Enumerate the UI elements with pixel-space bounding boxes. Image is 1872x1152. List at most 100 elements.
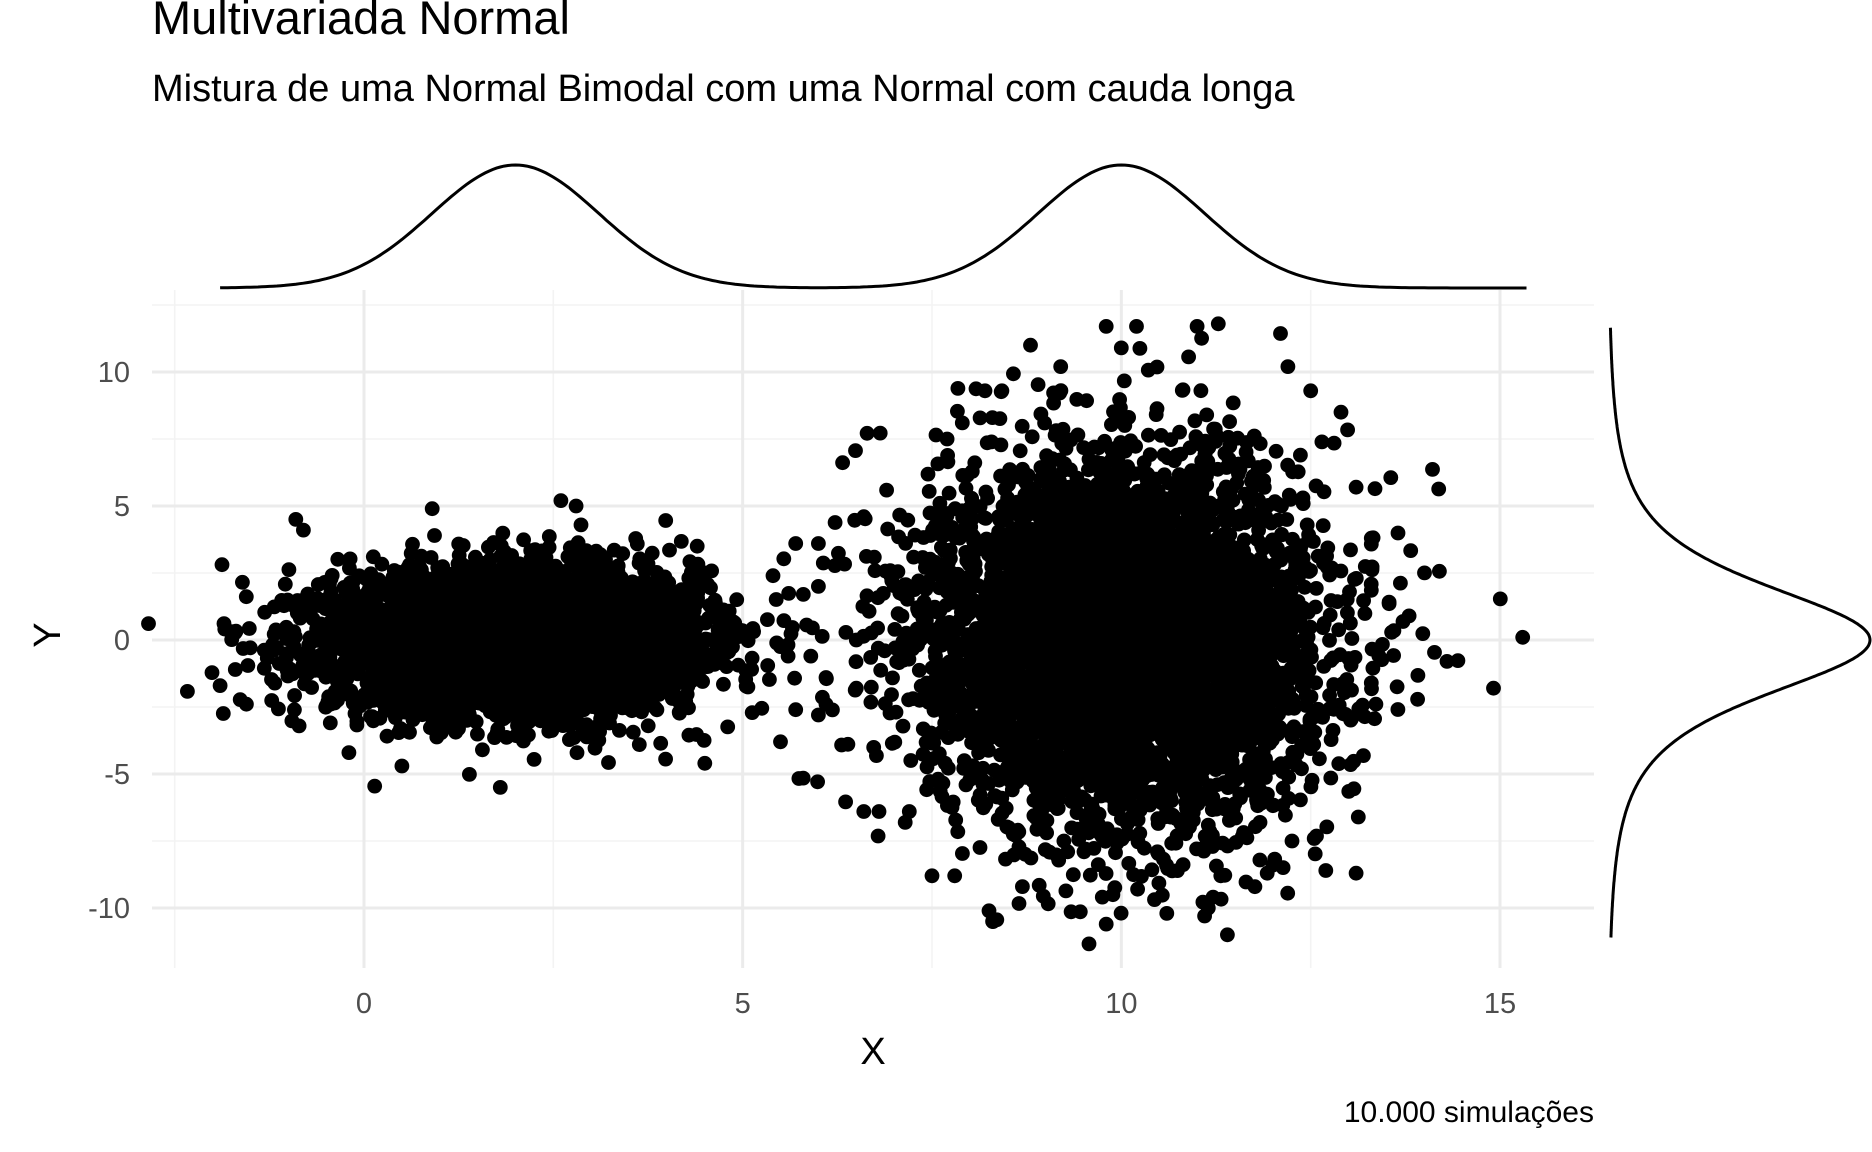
scatter-point <box>271 701 286 717</box>
scatter-point <box>367 778 383 794</box>
scatter-point <box>355 619 371 635</box>
scatter-point <box>541 529 557 544</box>
scatter-point <box>390 564 406 580</box>
scatter-point <box>470 726 485 742</box>
scatter-point <box>439 701 455 716</box>
scatter-point <box>729 592 745 608</box>
scatter-point <box>238 589 254 605</box>
scatter-point <box>449 580 465 595</box>
scatter-point <box>602 715 617 731</box>
scatter-point <box>420 580 435 596</box>
scatter-point <box>649 702 665 718</box>
scatter-point <box>740 679 756 695</box>
scatter-point <box>528 637 544 653</box>
scatter-point <box>681 570 697 586</box>
scatter-point <box>374 556 390 572</box>
scatter-point <box>631 579 647 595</box>
scatter-point <box>762 672 777 687</box>
scatter-point <box>631 737 647 752</box>
scatter-point <box>629 536 645 552</box>
scatter-point <box>566 730 582 745</box>
scatter-point <box>372 648 387 664</box>
scatter-point <box>691 632 706 648</box>
scatter-point <box>673 534 689 549</box>
scatter-point <box>352 698 368 714</box>
scatter-point <box>659 646 674 661</box>
scatter-point <box>658 623 674 639</box>
scatter-point <box>617 604 633 620</box>
scatter-point <box>214 557 230 573</box>
scatter-point <box>354 636 370 652</box>
scatter-point <box>522 590 538 606</box>
scatter-point <box>579 717 594 733</box>
chart-title: Multivariada Normal <box>152 0 570 44</box>
scatter-point <box>268 622 284 638</box>
scatter-point <box>622 667 638 682</box>
scatter-point <box>232 692 248 707</box>
scatter-point <box>658 513 674 528</box>
scatter-point <box>481 539 496 555</box>
scatter-point <box>658 751 673 767</box>
scatter-point <box>527 692 543 708</box>
scatter-point <box>311 653 327 669</box>
scatter-point <box>349 713 365 729</box>
scatter-point <box>690 617 706 633</box>
scatter-point <box>405 536 420 552</box>
scatter-point <box>716 638 732 654</box>
scatter-point <box>437 682 453 697</box>
scatter-point <box>512 556 527 572</box>
scatter-point <box>499 730 514 745</box>
scatter-point <box>644 545 660 561</box>
scatter-point <box>241 621 257 636</box>
scatter-point <box>518 672 534 688</box>
scatter-point <box>342 551 358 567</box>
scatter-point <box>235 574 250 590</box>
scatter-point <box>469 668 485 684</box>
scatter-point <box>343 578 359 594</box>
scatter-point <box>493 538 509 554</box>
scatter-point <box>281 562 297 577</box>
scatter-point <box>293 647 308 663</box>
scatter-point <box>320 591 335 607</box>
scatter-point <box>277 576 293 592</box>
scatter-point <box>660 679 676 694</box>
scatter-point <box>411 668 426 684</box>
scatter-point <box>425 683 440 699</box>
scatter-point <box>320 694 336 709</box>
scatter-point <box>573 517 589 533</box>
scatter-point <box>769 635 785 651</box>
scatter-point <box>631 555 647 571</box>
scatter-point <box>495 525 511 541</box>
scatter-point <box>287 688 302 703</box>
scatter-point <box>720 719 736 735</box>
scatter-point <box>428 638 443 653</box>
scatter-point <box>678 694 694 709</box>
scatter-point <box>640 600 656 616</box>
scatter-point <box>526 621 542 637</box>
scatter-point <box>215 706 231 721</box>
scatter-point <box>498 691 513 706</box>
scatter-point <box>451 721 466 736</box>
scatter-point <box>768 592 784 607</box>
scatter-point <box>526 752 542 767</box>
scatter-point <box>730 657 746 673</box>
scatter-point <box>497 658 513 674</box>
scatter-point <box>598 552 613 567</box>
scatter-point <box>536 657 552 673</box>
scatter-point <box>677 637 692 652</box>
data-points <box>141 316 1531 952</box>
scatter-point <box>608 698 624 713</box>
scatter-point <box>373 662 388 678</box>
scatter-point <box>322 715 338 731</box>
scatter-point <box>610 558 626 574</box>
scatter-point <box>702 597 718 613</box>
scatter-point <box>411 704 426 719</box>
scatter-point <box>597 641 613 657</box>
scatter-point <box>429 729 445 745</box>
scatter-point <box>385 692 400 708</box>
scatter-point <box>781 586 797 601</box>
scatter-point <box>242 640 258 656</box>
scatter-point <box>689 727 704 742</box>
scatter-point <box>481 636 497 651</box>
scatter-point <box>550 580 565 596</box>
